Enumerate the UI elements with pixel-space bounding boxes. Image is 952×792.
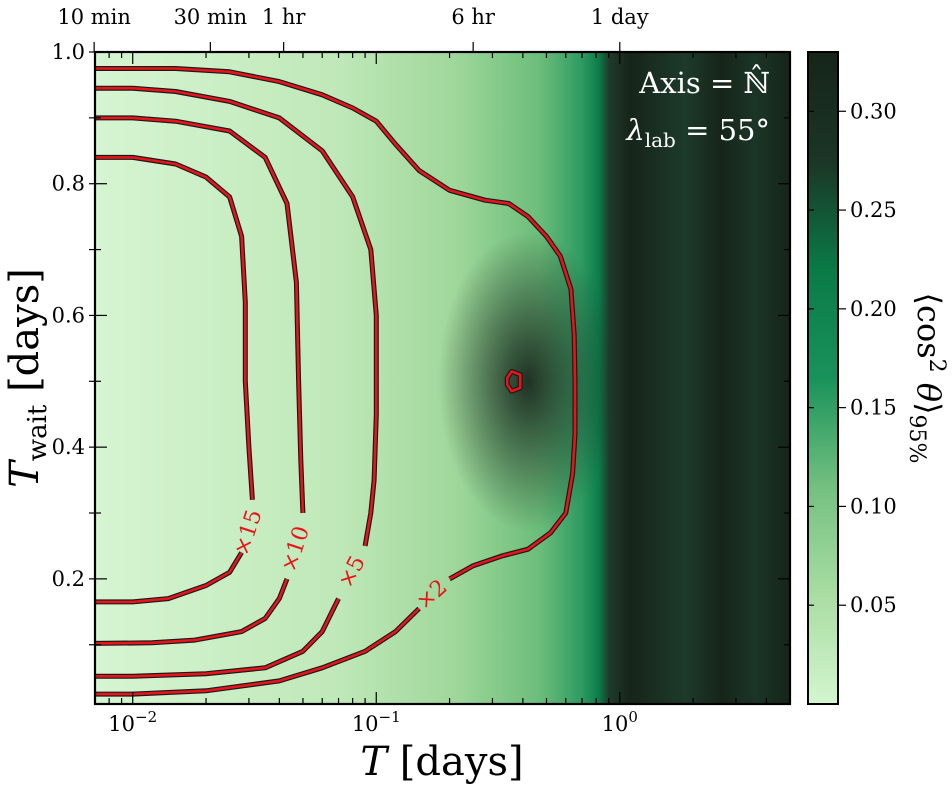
- top-tick-label-3: 6 hr: [451, 5, 496, 29]
- contour-line-8: [505, 370, 522, 393]
- top-tick-label-2: 1 hr: [262, 5, 307, 29]
- annotation-lambda: λlab = 55°: [625, 113, 770, 152]
- contour-line-7: [95, 607, 421, 696]
- colorbar-ticks: 0.05 0.10 0.15 0.20 0.25 0.30: [808, 99, 897, 617]
- x-axis-label: T [days]: [360, 739, 523, 785]
- x-tick-label-0: 10−2: [108, 708, 157, 736]
- contour-line-6: [95, 67, 577, 581]
- y-tick-label-4: 1.0: [52, 40, 85, 64]
- colorbar-tick-label-1: 0.10: [850, 494, 897, 518]
- colorbar-tick-label-5: 0.30: [850, 99, 897, 123]
- colorbar-label: ⟨cos2 θ⟩95%: [904, 293, 949, 464]
- contour-line-1: [95, 551, 243, 604]
- x-tick-label-2: 100: [602, 708, 638, 736]
- top-tick-label-4: 1 day: [591, 5, 649, 29]
- top-tick-label-0: 10 min: [57, 5, 131, 29]
- contour-line-2: [95, 116, 305, 514]
- y-axis-ticks: 0.2 0.4 0.6 0.8 1.0: [52, 40, 790, 646]
- contour-line-0: [95, 156, 254, 500]
- y-tick-label-3: 0.8: [52, 172, 85, 196]
- contour-line-4: [95, 86, 378, 547]
- colorbar: [807, 51, 839, 705]
- colorbar-tick-label-2: 0.15: [850, 396, 897, 420]
- plot-frame: [93, 50, 792, 706]
- y-tick-label-1: 0.4: [52, 435, 85, 459]
- x-tick-label-1: 10−1: [352, 708, 401, 736]
- y-tick-label-2: 0.6: [52, 303, 85, 327]
- heatmap-dark-spot: [438, 231, 619, 532]
- top-axis-ticks: 10 min 30 min 1 hr 6 hr 1 day: [57, 5, 649, 52]
- x-axis-ticks: 10−2 10−1 100: [94, 52, 791, 736]
- contour-line-3: [95, 578, 289, 645]
- annotation-axis: Axis = ℕ̂: [638, 64, 770, 100]
- contour-line-5: [95, 598, 340, 678]
- y-tick-label-0: 0.2: [52, 567, 85, 591]
- colorbar-tick-label-4: 0.25: [850, 198, 897, 222]
- colorbar-tick-label-0: 0.05: [850, 593, 897, 617]
- y-axis-label: Twait [days]: [2, 268, 53, 488]
- colorbar-tick-label-3: 0.20: [850, 297, 897, 321]
- top-tick-label-1: 30 min: [174, 5, 248, 29]
- contour-lines: [95, 66, 578, 697]
- heatmap-area: ×15 ×10 ×5×2: [95, 52, 790, 704]
